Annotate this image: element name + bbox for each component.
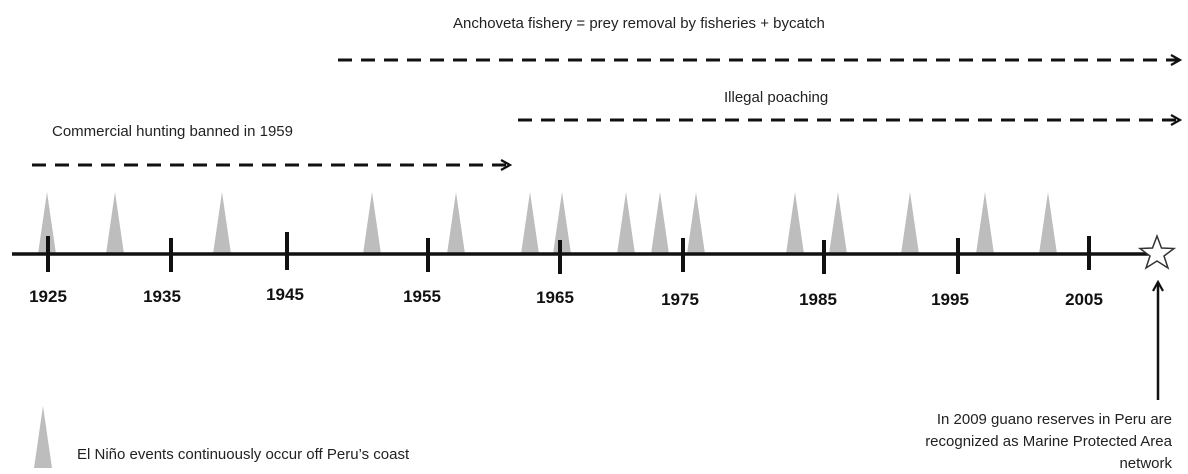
arrow-label: Commercial hunting banned in 1959: [52, 123, 293, 140]
note-line: recognized as Marine Protected Area: [925, 433, 1172, 450]
year-label: 1985: [799, 290, 837, 309]
legend-marker: [34, 406, 52, 468]
el-nino-markers: [38, 192, 1057, 254]
note-line: In 2009 guano reserves in Peru are: [937, 411, 1172, 428]
mpa-star: [1137, 233, 1177, 270]
year-label: 1965: [536, 288, 574, 307]
arrow-label: Anchoveta fishery = prey removal by fish…: [453, 15, 825, 32]
year-label: 1975: [661, 290, 699, 309]
legend-text: El Niño events continuously occur off Pe…: [77, 446, 410, 463]
year-label: 1945: [266, 285, 304, 304]
year-label: 1935: [143, 287, 181, 306]
note-line: network: [1119, 455, 1172, 472]
year-label: 1925: [29, 287, 67, 306]
timeline-ticks: [46, 232, 1091, 274]
arrow-label: Illegal poaching: [724, 89, 828, 106]
year-label: 1955: [403, 287, 441, 306]
year-label: 2005: [1065, 290, 1103, 309]
year-label: 1995: [931, 290, 969, 309]
